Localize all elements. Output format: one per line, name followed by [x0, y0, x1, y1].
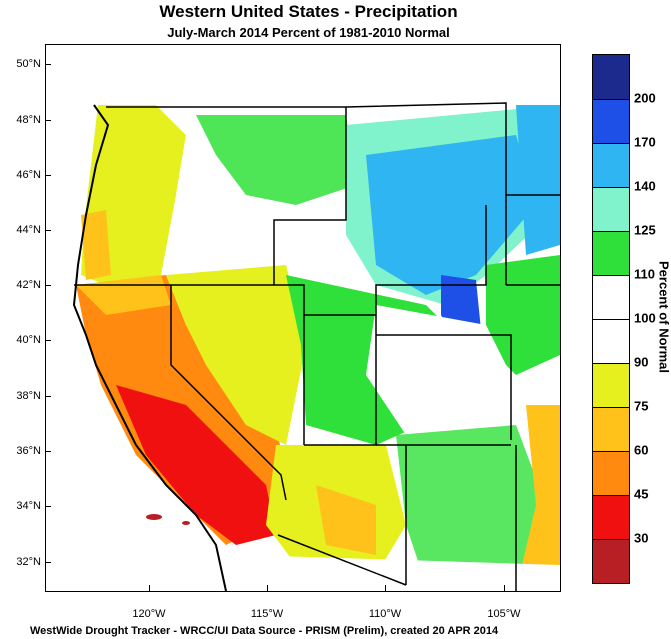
- legend-swatch: [593, 363, 629, 407]
- legend-swatch: [593, 319, 629, 363]
- channel-island: [146, 514, 162, 520]
- region-dakotas: [516, 105, 560, 255]
- lat-label-48: 48°N: [16, 114, 41, 126]
- lon-tick: [504, 585, 505, 591]
- canada-area: [46, 45, 560, 103]
- lat-tick: [45, 506, 51, 507]
- lon-label-120: 120°W: [132, 608, 166, 620]
- region-california-red: [116, 385, 276, 545]
- region-idaho-green: [196, 115, 356, 205]
- lat-label-40: 40°N: [16, 334, 41, 346]
- lat-label-36: 36°N: [16, 445, 41, 457]
- legend-swatch: [593, 539, 629, 583]
- map-title: Western United States - Precipitation: [159, 2, 458, 21]
- lat-tick: [45, 451, 51, 452]
- lon-tick: [267, 585, 268, 591]
- legend-swatch: [593, 495, 629, 539]
- legend-label: 90: [634, 354, 649, 370]
- legend-colorbar: [592, 54, 630, 584]
- precipitation-map: [45, 44, 561, 592]
- lat-tick: [45, 285, 51, 286]
- lon-label-105: 105°W: [487, 608, 521, 620]
- legend-label: 45: [634, 486, 649, 502]
- lon-tick: [149, 585, 150, 591]
- lat-label-44: 44°N: [16, 224, 41, 236]
- map-canvas: [46, 45, 560, 591]
- legend-swatch: [593, 451, 629, 495]
- legend-label: 140: [634, 178, 656, 194]
- legend-label: 200: [634, 90, 656, 106]
- legend-swatch: [593, 407, 629, 451]
- footer-credit: WestWide Drought Tracker - WRCC/UI Data …: [30, 625, 499, 637]
- legend-label: 170: [634, 134, 656, 150]
- region-nevada: [166, 265, 306, 445]
- lat-label-38: 38°N: [16, 390, 41, 402]
- legend-swatch: [593, 187, 629, 231]
- legend-label: 60: [634, 442, 649, 458]
- lat-label-42: 42°N: [16, 279, 41, 291]
- legend-swatch: [593, 231, 629, 275]
- lat-tick: [45, 562, 51, 563]
- lat-tick: [45, 120, 51, 121]
- legend-label: 30: [634, 530, 649, 546]
- legend-label: 75: [634, 398, 649, 414]
- map-subtitle: July-March 2014 Percent of 1981-2010 Nor…: [167, 25, 450, 40]
- region-colorado-white: [366, 305, 516, 435]
- region-oregon-coast: [81, 210, 111, 280]
- lat-tick: [45, 175, 51, 176]
- lon-label-110: 110°W: [368, 608, 402, 620]
- state-borders: [74, 102, 560, 591]
- legend-title: Percent of Normal: [656, 261, 671, 373]
- legend-label: 100: [634, 310, 656, 326]
- legend-swatch: [593, 55, 629, 99]
- lat-label-34: 34°N: [16, 500, 41, 512]
- lat-tick: [45, 396, 51, 397]
- region-new-mexico: [396, 425, 546, 585]
- legend-label: 125: [634, 222, 656, 238]
- legend-swatch: [593, 99, 629, 143]
- lat-tick: [45, 340, 51, 341]
- lat-tick: [45, 230, 51, 231]
- region-texas: [516, 405, 560, 591]
- lat-label-46: 46°N: [16, 169, 41, 181]
- legend-swatch: [593, 143, 629, 187]
- legend-swatch: [593, 275, 629, 319]
- channel-island: [182, 521, 190, 525]
- mexico-area: [226, 555, 560, 591]
- lat-label-32: 32°N: [16, 556, 41, 568]
- region-montana-lightblue: [366, 135, 536, 295]
- lon-label-115: 115°W: [250, 608, 284, 620]
- region-az-orange: [316, 485, 376, 555]
- pacific-coastline: [72, 104, 227, 591]
- lat-tick: [45, 64, 51, 65]
- lat-label-50: 50°N: [16, 58, 41, 70]
- legend-label: 110: [634, 266, 655, 282]
- lon-tick: [385, 585, 386, 591]
